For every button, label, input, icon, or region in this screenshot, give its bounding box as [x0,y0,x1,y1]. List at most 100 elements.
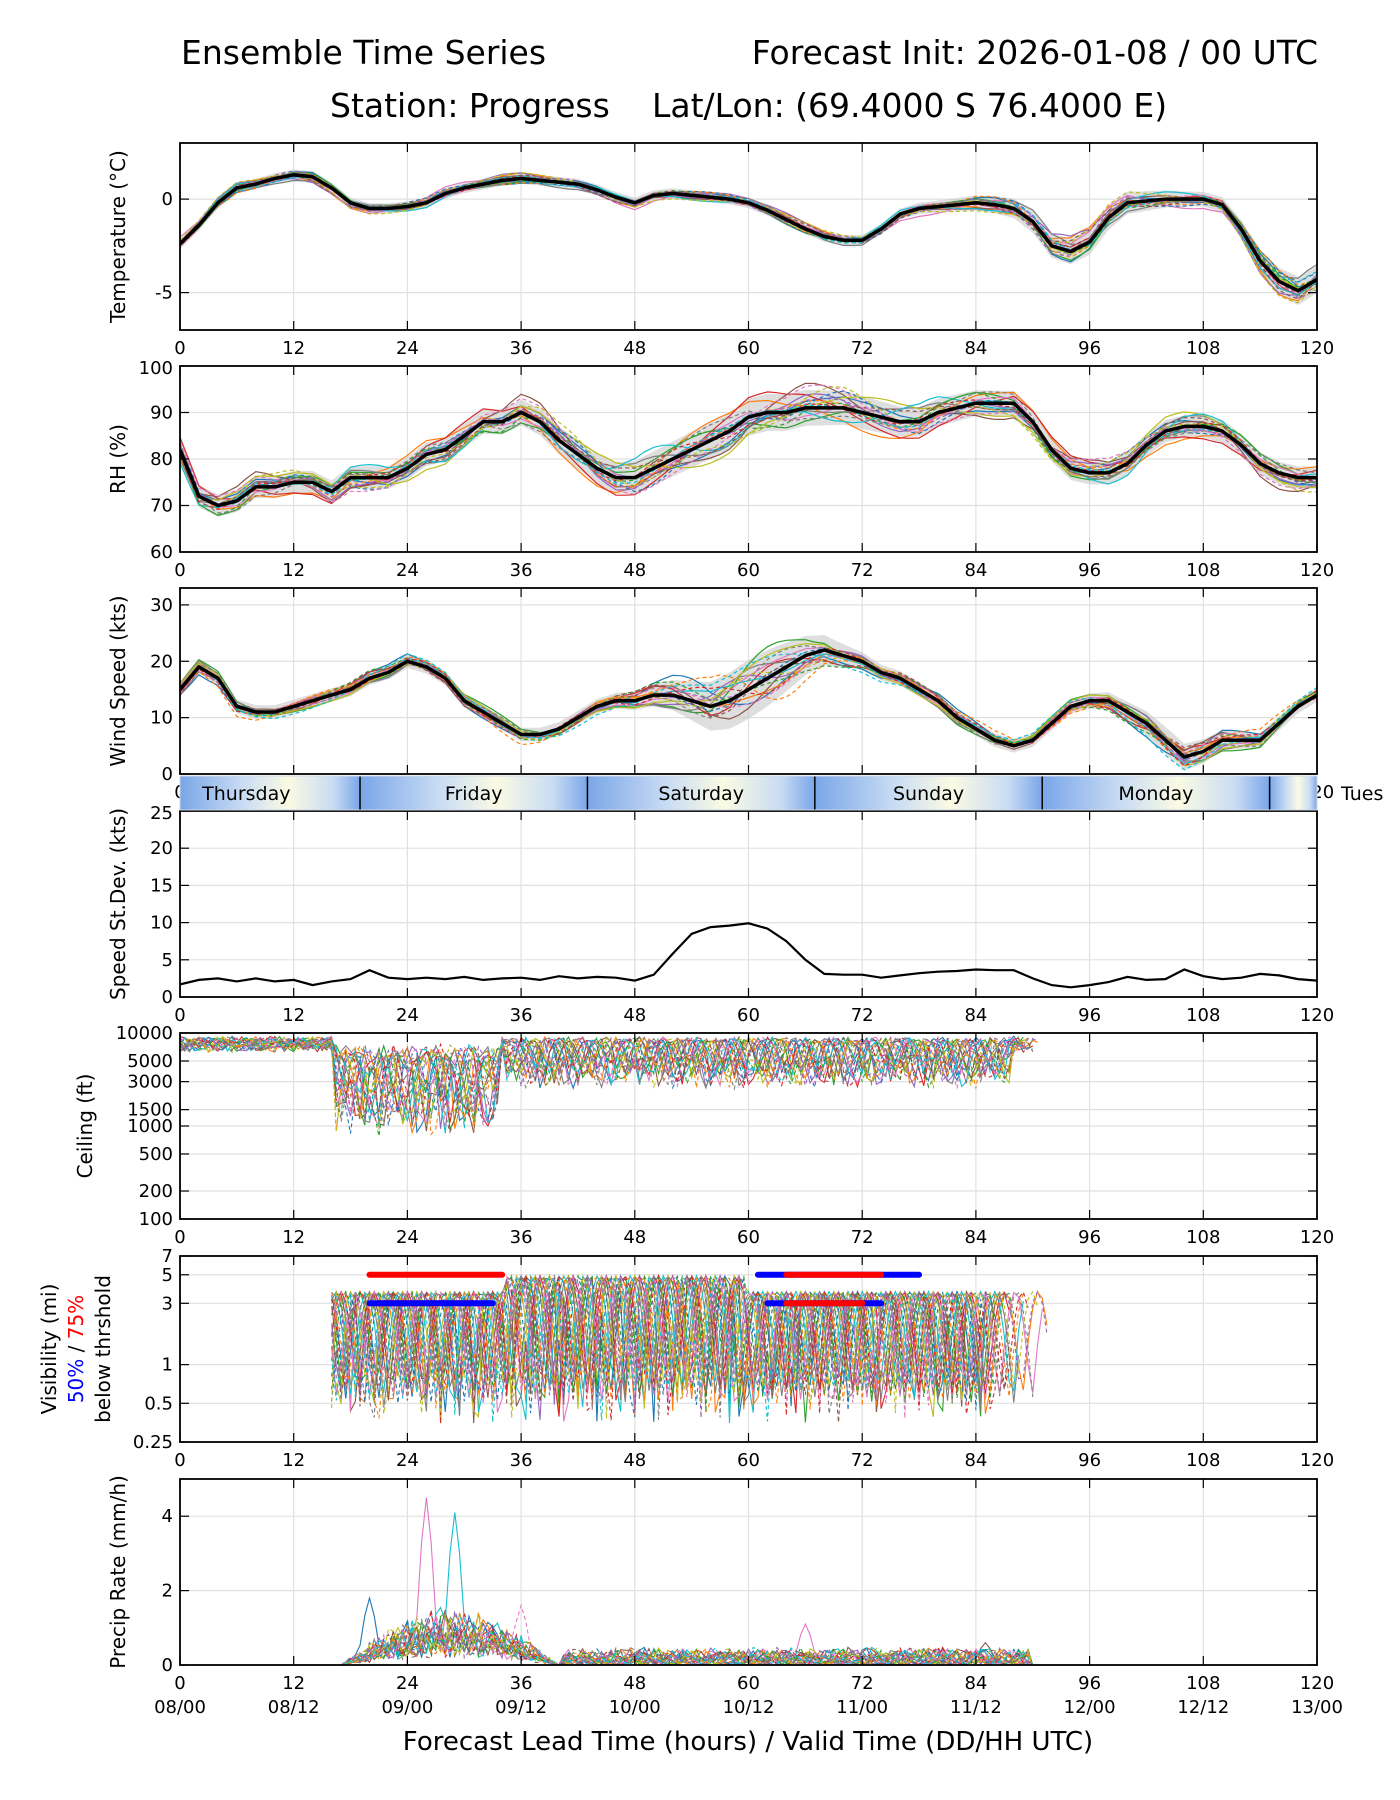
day-label: Thursday [201,783,290,805]
y-tick-label: 500 [139,1144,173,1165]
valid-time-label: 11/12 [950,1697,1002,1718]
x-tick-label: 120 [1300,1227,1334,1248]
y-tick-label: 0 [162,189,173,210]
y-label-percentiles: 50% / 75% [64,1295,88,1403]
day-segment [587,776,815,810]
x-tick-label: 96 [1078,560,1101,581]
x-tick-label: 108 [1186,1227,1220,1248]
y-tick-label: 5 [162,1265,173,1286]
day-label: Sunday [893,783,964,805]
x-tick-label: 36 [510,1673,533,1694]
member-line [180,647,1317,762]
x-tick-label: 84 [964,1450,987,1471]
member-line [180,1036,1033,1129]
y-tick-label: 25 [150,803,173,824]
x-tick-label: 0 [174,338,185,359]
y-tick-label: -5 [155,283,173,304]
y-tick-label: 1000 [127,1116,173,1137]
x-tick-label: 108 [1186,560,1220,581]
member-line [180,647,1317,767]
x-tick-label: 36 [510,1450,533,1471]
plot-area-ceiling [180,1035,1038,1137]
y-tick-label: 20 [150,651,173,672]
member-line [180,177,1317,280]
stdev-line [180,922,1317,989]
day-label: Friday [445,783,503,805]
x-tick-label: 24 [396,560,419,581]
member-line [180,1614,1317,1665]
x-tick-label: 24 [396,1227,419,1248]
x-tick-label: 84 [964,338,987,359]
y-tick-label: 100 [139,1209,173,1230]
member-line [180,171,1317,304]
y-label: Wind Speed (kts) [106,595,130,766]
y-tick-label: 5000 [127,1051,173,1072]
x-tick-label: 12 [282,1450,305,1471]
y-tick-label: 7 [162,1246,173,1267]
panel-precip_rate: 024008/001208/122409/003609/124810/00601… [106,1475,1343,1718]
member-line [331,1273,1048,1418]
x-tick-label: 12 [282,1005,305,1026]
x-tick-label: 36 [510,338,533,359]
x-tick-label: 96 [1078,1005,1101,1026]
x-tick-label: 60 [737,1227,760,1248]
valid-time-label: 09/12 [495,1697,547,1718]
valid-time-label: 10/00 [609,1697,661,1718]
x-tick-label: 24 [396,338,419,359]
x-tick-label: 36 [510,1227,533,1248]
x-tick-label: 60 [737,338,760,359]
y-label: Precip Rate (mm/h) [106,1475,130,1669]
member-line [180,399,1317,510]
y-label: Visibility (mi) [37,1284,61,1415]
member-line [331,1275,996,1418]
x-tick-label: 96 [1078,1450,1101,1471]
y-tick-label: 0.5 [144,1393,173,1414]
x-tick-label: 12 [282,1673,305,1694]
y-tick-label: 60 [150,542,173,563]
y-tick-label: 5 [162,950,173,971]
y-axis-temperature: -5 0 [155,189,1317,304]
x-tick-label: 60 [737,1673,760,1694]
valid-time-label: 12/12 [1177,1697,1229,1718]
x-tick-label: 120 [1300,1673,1334,1694]
y-label: Temperature (°C) [106,150,130,324]
y-axis-rh: 60 70 80 90 100 [139,358,1317,563]
x-tick-label: 84 [964,1673,987,1694]
y-tick-label: 100 [139,358,173,379]
plot-area-speed_stdev [180,922,1317,989]
y-tick-label: 0 [162,987,173,1008]
y-tick-label: 3000 [127,1072,173,1093]
day-segment [360,776,588,810]
member-line [331,1275,991,1419]
x-axis-speed_stdev: 0 12 24 36 48 60 72 84 96 108 120 [174,811,1334,1026]
y-axis-precip_rate: 0 2 4 [162,1506,1317,1676]
station-latlon: Lat/Lon: (69.4000 S 76.4000 E) [652,86,1167,125]
y-tick-label: 10 [150,708,173,729]
x-tick-label: 72 [851,1450,874,1471]
x-tick-label: 84 [964,1005,987,1026]
plot-area-visibility [331,1271,1048,1424]
x-tick-label: 72 [851,1673,874,1694]
x-tick-label: 96 [1078,1673,1101,1694]
ensemble-mean-line [180,401,1317,508]
x-tick-label: 48 [623,560,646,581]
ensemble-mean-line [180,173,1317,293]
x-axis-temperature: 0 12 24 36 48 60 72 84 96 108 120 [174,143,1334,359]
valid-time-label: 13/00 [1291,1697,1343,1718]
y-axis-wind_speed: 0 10 20 30 [150,595,1317,785]
y-tick-label: 0 [162,1655,173,1676]
member-line [180,1614,1317,1665]
plot-area-wind_speed [180,634,1317,771]
y-tick-label: 20 [150,838,173,859]
day-segment [180,776,361,810]
y-axis-speed_stdev: 0 5 10 15 20 25 [150,803,1317,1008]
member-line [331,1273,1029,1421]
member-line [331,1274,1015,1413]
plot-area-temperature [180,169,1317,305]
member-line [331,1273,1039,1419]
y-tick-label: 10 [150,913,173,934]
ensemble-mean-line [180,648,1317,759]
x-tick-label: 108 [1186,1673,1220,1694]
grid-temperature [179,143,1318,330]
